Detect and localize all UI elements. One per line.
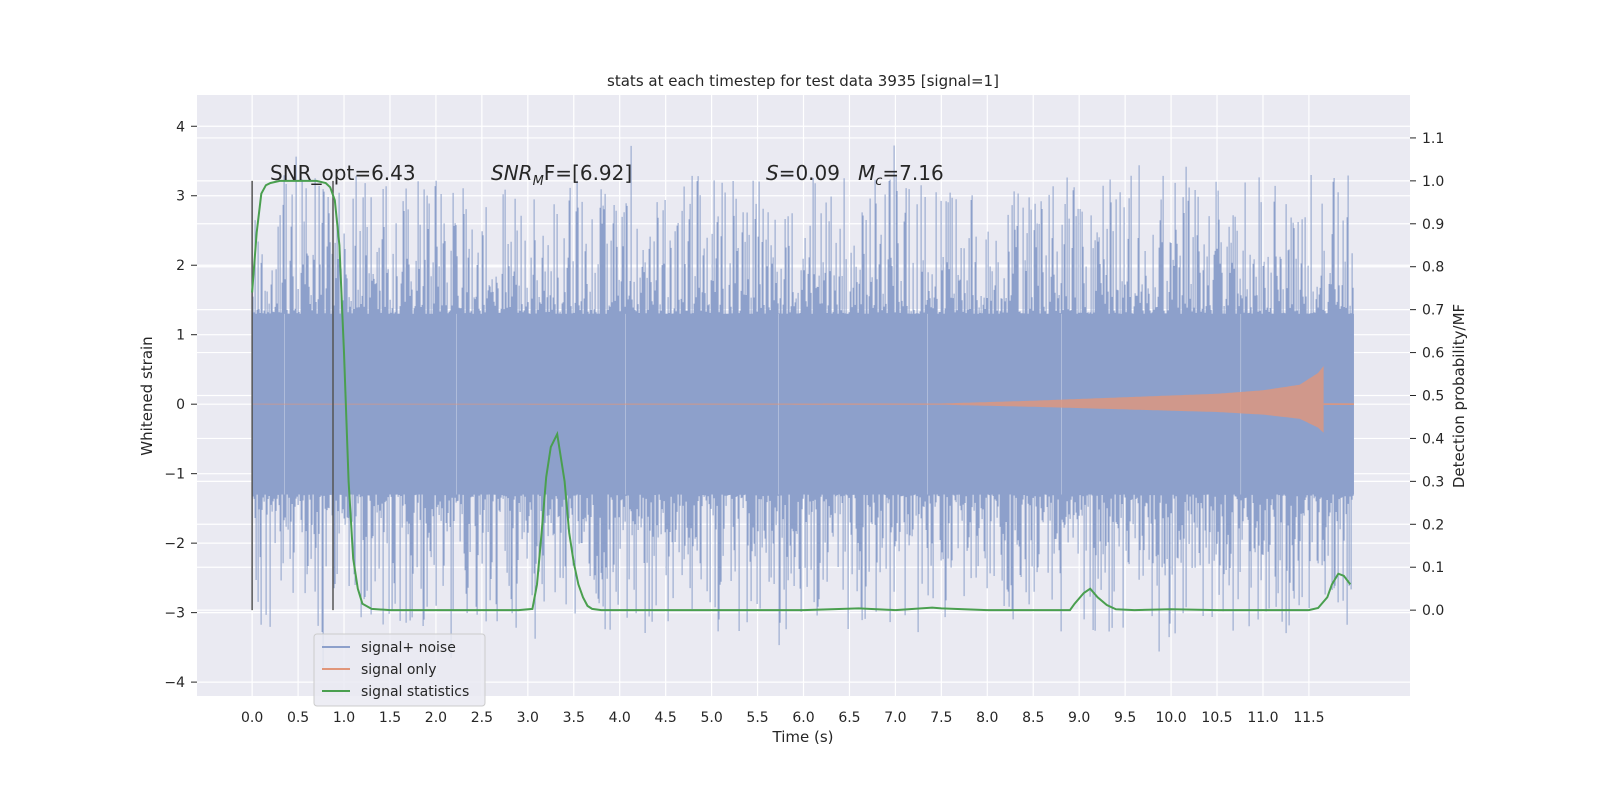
y-axis-left-label: Whitened strain (138, 336, 156, 455)
y-left-tick-label: −1 (164, 467, 185, 483)
x-tick-label: 9.0 (1068, 710, 1090, 726)
signal-only-series (252, 366, 1354, 433)
x-tick-label: 4.0 (609, 710, 631, 726)
snr-mf-sub: M (533, 174, 544, 189)
y-right-tick-label: 0.4 (1422, 431, 1444, 447)
x-tick-label: 7.5 (930, 710, 952, 726)
x-tick-label: 10.5 (1201, 710, 1232, 726)
x-tick-label: 11.5 (1293, 710, 1324, 726)
x-axis-label: Time (s) (772, 728, 834, 746)
legend-label-signal-statistics: signal statistics (361, 684, 469, 700)
y-right-tick-label: 0.2 (1422, 517, 1444, 533)
y-left-tick-label: 2 (176, 258, 185, 274)
y-right-tick-label: 0.9 (1422, 217, 1444, 233)
x-tick-label: 2.0 (425, 710, 447, 726)
y-right-tick-label: 0.8 (1422, 260, 1444, 276)
tick-labels: 0.0 0.5 1.0 1.5 2.0 2.5 3.0 3.5 4.0 4.5 5.0 5.5 6.0 6… (164, 119, 1444, 726)
annotation-mc-value: Mc=7.16 (858, 161, 944, 189)
x-tick-label: 6.0 (792, 710, 814, 726)
y-right-tick-label: 1.1 (1422, 131, 1444, 147)
annotation-snr-mf: SNRMF=[6.92] (491, 161, 632, 189)
x-tick-label: 9.5 (1114, 710, 1136, 726)
y-left-tick-label: 1 (176, 328, 185, 344)
y-left-tick-label: 4 (176, 119, 185, 135)
s-val: =0.09 (779, 161, 840, 185)
s-var: S (766, 161, 779, 185)
x-tick-label: 0.5 (287, 710, 309, 726)
y-left-tick-label: −3 (164, 606, 185, 622)
mc-sub: c (875, 174, 882, 189)
x-tick-label: 8.5 (1022, 710, 1044, 726)
y-right-tick-label: 0.3 (1422, 474, 1444, 490)
signal-statistics-line (251, 179, 1352, 612)
y-right-tick-label: 0.1 (1422, 560, 1444, 576)
vertical-markers (251, 180, 334, 611)
y-right-tick-label: 1.0 (1422, 174, 1444, 190)
legend: signal+ noise signal only signal statist… (313, 633, 486, 707)
mc-val: =7.16 (882, 161, 943, 185)
y-right-tick-label: 0.5 (1422, 389, 1444, 405)
x-tick-label: 0.0 (241, 710, 263, 726)
y-left-tick-label: −4 (164, 675, 185, 691)
x-tick-label: 6.5 (838, 710, 860, 726)
signal-statistics-series (251, 179, 1352, 612)
mc-var: M (858, 161, 875, 185)
legend-label-signal-only: signal only (361, 662, 436, 678)
x-tick-label: 7.0 (884, 710, 906, 726)
legend-box (313, 633, 486, 707)
annotation-snr-opt: SNR_opt=6.43 (270, 161, 416, 185)
x-tick-label: 3.0 (517, 710, 539, 726)
x-tick-label: 2.5 (471, 710, 493, 726)
annotation-s-value: S=0.09 (766, 161, 840, 185)
x-tick-label: 5.5 (746, 710, 768, 726)
y-right-tick-label: 0.0 (1422, 603, 1444, 619)
chart-title: stats at each timestep for test data 393… (607, 72, 999, 90)
x-tick-label: 1.5 (379, 710, 401, 726)
x-tick-label: 1.0 (333, 710, 355, 726)
signal-only-chirp (252, 366, 1324, 433)
snr-mf-main: SNR (491, 161, 533, 185)
legend-label-signal-noise: signal+ noise (361, 640, 456, 656)
y-left-tick-label: 0 (176, 397, 185, 413)
x-tick-label: 4.5 (655, 710, 677, 726)
y-right-tick-label: 0.6 (1422, 346, 1444, 362)
y-left-tick-label: −2 (164, 536, 185, 552)
y-right-tick-label: 0.7 (1422, 303, 1444, 319)
y-axis-right-label: Detection probability/MF (1450, 304, 1468, 488)
x-tick-label: 5.0 (700, 710, 722, 726)
x-tick-label: 8.0 (976, 710, 998, 726)
y-left-tick-label: 3 (176, 189, 185, 205)
snr-mf-rest: F=[6.92] (544, 161, 632, 185)
x-tick-label: 10.0 (1155, 710, 1186, 726)
x-tick-label: 11.0 (1247, 710, 1278, 726)
x-tick-label: 3.5 (563, 710, 585, 726)
